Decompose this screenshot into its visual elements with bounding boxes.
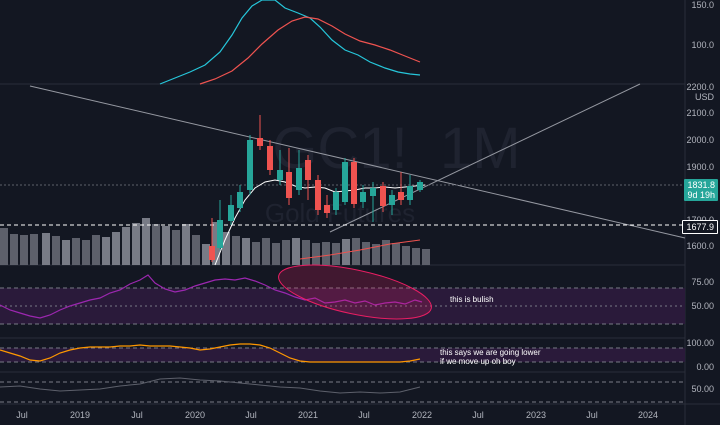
time-axis-label: Jul	[245, 410, 257, 420]
time-axis-label: Jul	[131, 410, 143, 420]
osc-annotation-line: this says we are going lower	[440, 348, 541, 357]
top-pane-tick-label: 100.0	[691, 40, 714, 50]
price-tick-label: 2200.0	[686, 82, 714, 92]
rsi-annotation[interactable]: this is bulish	[450, 295, 494, 304]
price-tick-label: 2100.0	[686, 108, 714, 118]
last-price-value: 1831.8	[687, 180, 715, 190]
osc-annotation-line: if we move up oh boy	[440, 357, 516, 366]
time-axis-label: 2023	[525, 410, 547, 420]
rsi-line	[0, 274, 423, 319]
last-price-tag: 1831.8 9d 19h	[684, 179, 718, 201]
time-axis-label: Jul	[472, 410, 484, 420]
osc-line	[0, 343, 421, 363]
osc-tick-label: 0.00	[696, 362, 714, 372]
osc-annotation[interactable]: this says we are going lower if we move …	[440, 348, 541, 366]
osc-band-fill	[0, 348, 685, 362]
bar-countdown: 9d 19h	[687, 190, 715, 200]
bottom-indicator-line	[0, 377, 421, 394]
level-price-tag: 1677.9	[682, 220, 718, 234]
descending-trendline	[29, 85, 686, 239]
currency-label[interactable]: USD	[694, 92, 714, 102]
time-axis-label: Jul	[586, 410, 598, 420]
time-axis-label: 2022	[411, 410, 433, 420]
bottom-pane-tick-label: 50.00	[691, 384, 714, 394]
rsi-tick-label: 50.00	[691, 301, 714, 311]
time-axis-label: 2020	[184, 410, 206, 420]
top-pane-tick-label: 150.0	[691, 0, 714, 10]
volume-ma-line	[299, 239, 421, 260]
time-axis-label: Jul	[358, 410, 370, 420]
watermark-symbol: GC1!	[272, 116, 407, 181]
price-candles	[209, 115, 423, 262]
volume-bars	[0, 218, 430, 265]
osc-tick-label: 100.00	[686, 338, 714, 348]
ascending-trendline	[329, 83, 641, 233]
highlight-ellipse[interactable]	[274, 254, 436, 329]
price-tick-label: 1900.0	[686, 162, 714, 172]
time-axis-label: 2021	[297, 410, 319, 420]
rsi-tick-label: 75.00	[691, 277, 714, 287]
price-tick-label: 1600.0	[686, 241, 714, 251]
top-indicator-slow-line	[199, 16, 421, 85]
time-axis-label: 2024	[637, 410, 659, 420]
watermark-interval: 1M	[440, 116, 521, 181]
top-indicator-fast-line	[159, 0, 421, 85]
time-axis-label: 2019	[69, 410, 91, 420]
time-axis-label: Jul	[16, 410, 28, 420]
price-tick-label: 2000.0	[686, 135, 714, 145]
